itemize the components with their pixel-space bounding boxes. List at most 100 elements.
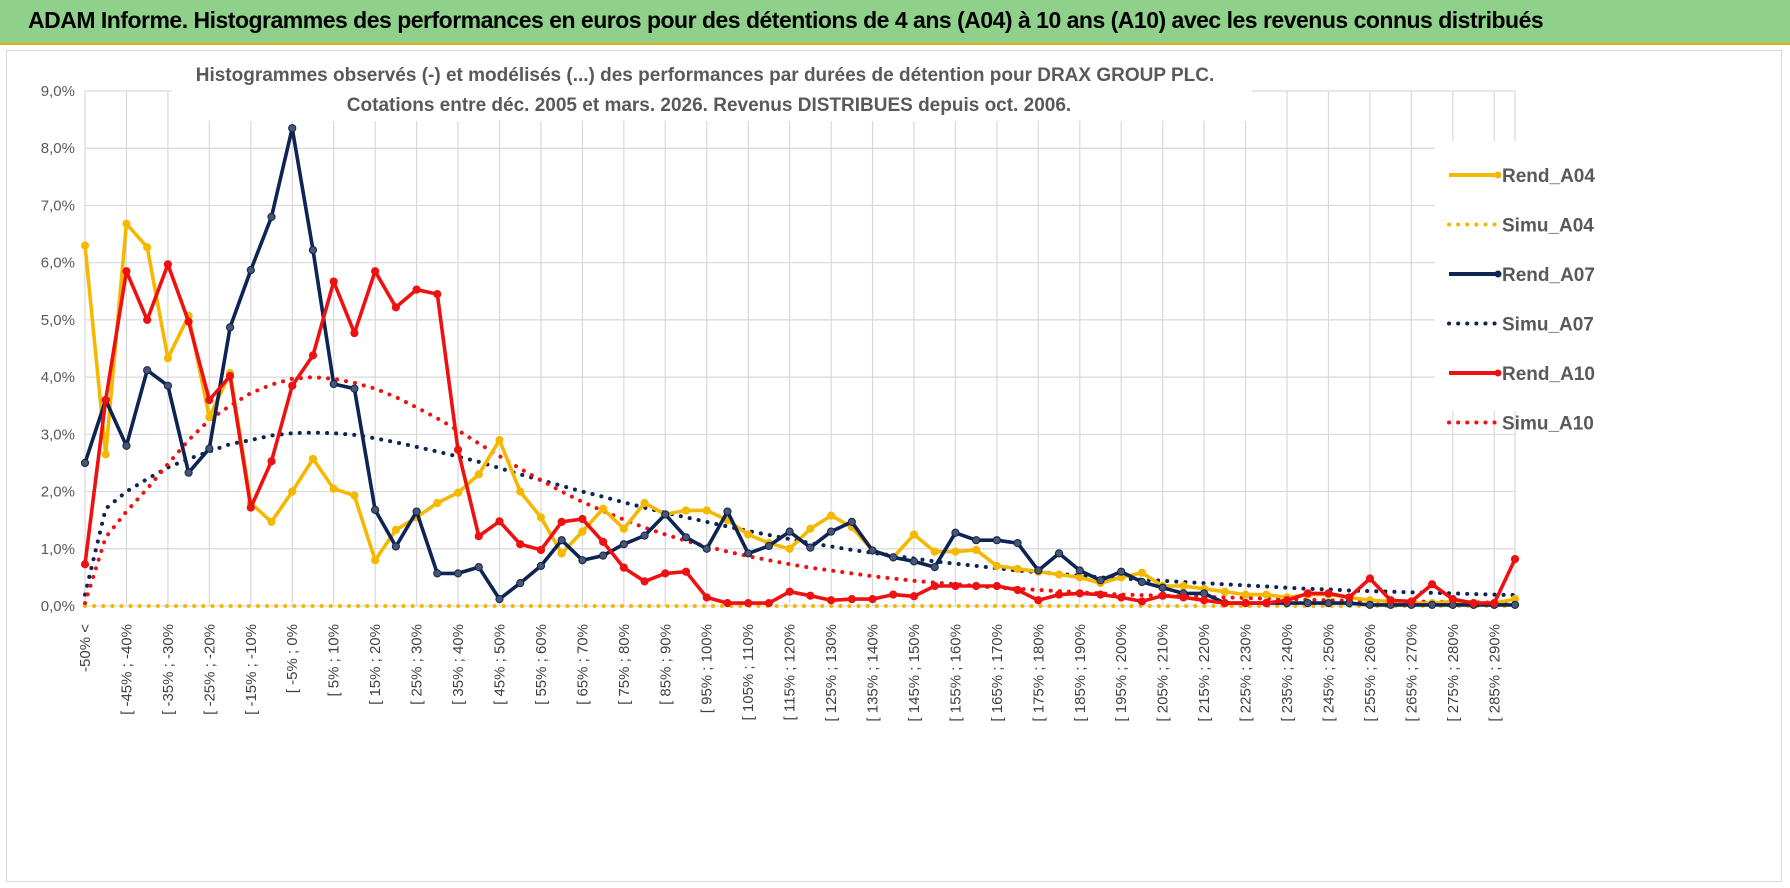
series-line-Simu_A10 <box>83 375 1517 606</box>
point-Rend_A07 <box>516 579 525 588</box>
point-Rend_A07 <box>350 384 359 393</box>
point-Rend_A10 <box>1241 599 1250 608</box>
x-tick-label: [ 135% ; 140% <box>865 624 882 722</box>
point-Rend_A07 <box>1303 599 1312 608</box>
y-tick-label: 6,0% <box>41 255 75 272</box>
point-Rend_A10 <box>1262 599 1271 608</box>
point-Rend_A07 <box>1117 567 1126 576</box>
point-Rend_A07 <box>536 561 546 571</box>
point-Rend_A04 <box>640 498 649 508</box>
point-Rend_A04 <box>972 545 981 555</box>
point-Rend_A10 <box>723 599 732 608</box>
x-tick-label: [ 95% ; 100% <box>699 624 716 713</box>
legend-label: Rend_A04 <box>1502 166 1595 187</box>
point-Rend_A10 <box>599 537 608 547</box>
point-Rend_A10 <box>143 315 152 324</box>
x-tick-label: [ 215% ; 220% <box>1196 624 1213 722</box>
point-Rend_A10 <box>847 595 856 604</box>
point-Rend_A10 <box>930 581 939 591</box>
point-Rend_A10 <box>1013 585 1022 595</box>
point-Rend_A07 <box>599 551 608 560</box>
x-tick-label: [ -45% ; -40% <box>118 624 135 715</box>
point-Rend_A07 <box>785 527 794 536</box>
legend-item-Rend_A07: Rend_A07 <box>1449 265 1595 286</box>
point-Rend_A07 <box>391 542 400 551</box>
point-Rend_A07 <box>412 507 421 516</box>
x-tick-label: -50% < <box>77 624 94 672</box>
point-Rend_A04 <box>702 506 711 515</box>
point-Rend_A07 <box>80 458 90 468</box>
point-Rend_A10 <box>101 395 110 405</box>
point-Rend_A04 <box>516 487 525 496</box>
point-Rend_A10 <box>702 593 711 602</box>
x-tick-label: [ 165% ; 170% <box>989 624 1006 722</box>
point-Rend_A10 <box>453 445 463 454</box>
point-Rend_A07 <box>951 528 960 537</box>
legend-item-Simu_A04: Simu_A04 <box>1447 216 1594 237</box>
point-Rend_A07 <box>764 541 774 551</box>
legend: Rend_A04 Simu_A04 Rend_A07 Simu_A07 Rend_A10… <box>1435 141 1665 435</box>
point-Rend_A04 <box>371 556 380 565</box>
x-tick-label: [ 125% ; 130% <box>823 624 840 722</box>
point-Rend_A04 <box>267 517 276 526</box>
y-tick-label: 3,0% <box>41 426 75 443</box>
point-Rend_A10 <box>433 290 442 299</box>
chart-title-background <box>172 59 1252 121</box>
x-tick-label: [ 255% ; 260% <box>1362 624 1379 722</box>
x-tick-label: [ 195% ; 200% <box>1113 624 1130 722</box>
y-tick-label: 2,0% <box>41 484 75 501</box>
point-Rend_A10 <box>1428 580 1437 589</box>
point-Rend_A07 <box>371 505 380 514</box>
point-Rend_A07 <box>868 546 877 555</box>
point-Rend_A10 <box>1179 593 1188 602</box>
point-Rend_A10 <box>951 581 960 591</box>
title-banner: ADAM Informe. Histogrammes des performan… <box>0 0 1790 45</box>
point-Rend_A10 <box>1137 597 1147 606</box>
point-Rend_A04 <box>308 454 318 464</box>
point-Rend_A10 <box>1034 596 1043 605</box>
x-tick-label: [ 225% ; 230% <box>1238 624 1255 722</box>
point-Rend_A04 <box>205 413 214 422</box>
point-Rend_A04 <box>1241 590 1250 599</box>
point-Rend_A07 <box>1096 576 1105 585</box>
point-Rend_A10 <box>205 395 214 405</box>
point-Rend_A10 <box>619 563 628 572</box>
legend-item-Simu_A07: Simu_A07 <box>1447 315 1594 336</box>
point-Rend_A07 <box>1324 599 1333 608</box>
point-Rend_A07 <box>205 444 214 453</box>
point-Rend_A04 <box>744 530 753 539</box>
x-axis-ticks: -50% < [ -45% ; -40% [ -35% ; -30% [ -25% ;… <box>77 624 1503 722</box>
point-Rend_A07 <box>453 569 463 578</box>
y-tick-label: 9,0% <box>41 83 75 100</box>
point-Rend_A04 <box>619 524 628 533</box>
point-Rend_A10 <box>1200 596 1209 605</box>
point-Rend_A07 <box>1200 589 1209 598</box>
point-Rend_A04 <box>599 504 608 513</box>
legend-label: Simu_A07 <box>1502 315 1594 336</box>
x-tick-label: [ 245% ; 250% <box>1320 624 1337 722</box>
point-Rend_A10 <box>681 567 691 576</box>
point-Rend_A10 <box>909 592 919 601</box>
y-tick-label: 7,0% <box>41 197 75 214</box>
point-Rend_A07 <box>1034 566 1043 575</box>
point-Rend_A10 <box>744 599 753 608</box>
x-tick-label: [ 15% ; 20% <box>367 624 384 705</box>
x-tick-label: [ 25% ; 30% <box>409 624 426 705</box>
point-Rend_A07 <box>578 556 587 565</box>
point-Rend_A04 <box>681 506 691 515</box>
point-Rend_A10 <box>764 599 774 608</box>
point-Rend_A10 <box>391 303 400 312</box>
point-Rend_A10 <box>1510 554 1520 564</box>
legend-item-Rend_A10: Rend_A10 <box>1449 364 1595 385</box>
point-Rend_A04 <box>826 511 836 520</box>
point-Rend_A10 <box>1096 590 1105 599</box>
x-tick-label: [ -5% ; 0% <box>284 624 301 693</box>
point-Rend_A07 <box>1510 600 1520 609</box>
point-Rend_A10 <box>1117 593 1126 602</box>
point-Rend_A07 <box>847 517 856 526</box>
point-Rend_A07 <box>1137 577 1147 587</box>
x-tick-label: [ 145% ; 150% <box>906 624 923 722</box>
x-tick-label: [ 205% ; 210% <box>1155 624 1172 722</box>
point-Rend_A10 <box>516 540 525 549</box>
series-layer <box>80 124 1520 609</box>
